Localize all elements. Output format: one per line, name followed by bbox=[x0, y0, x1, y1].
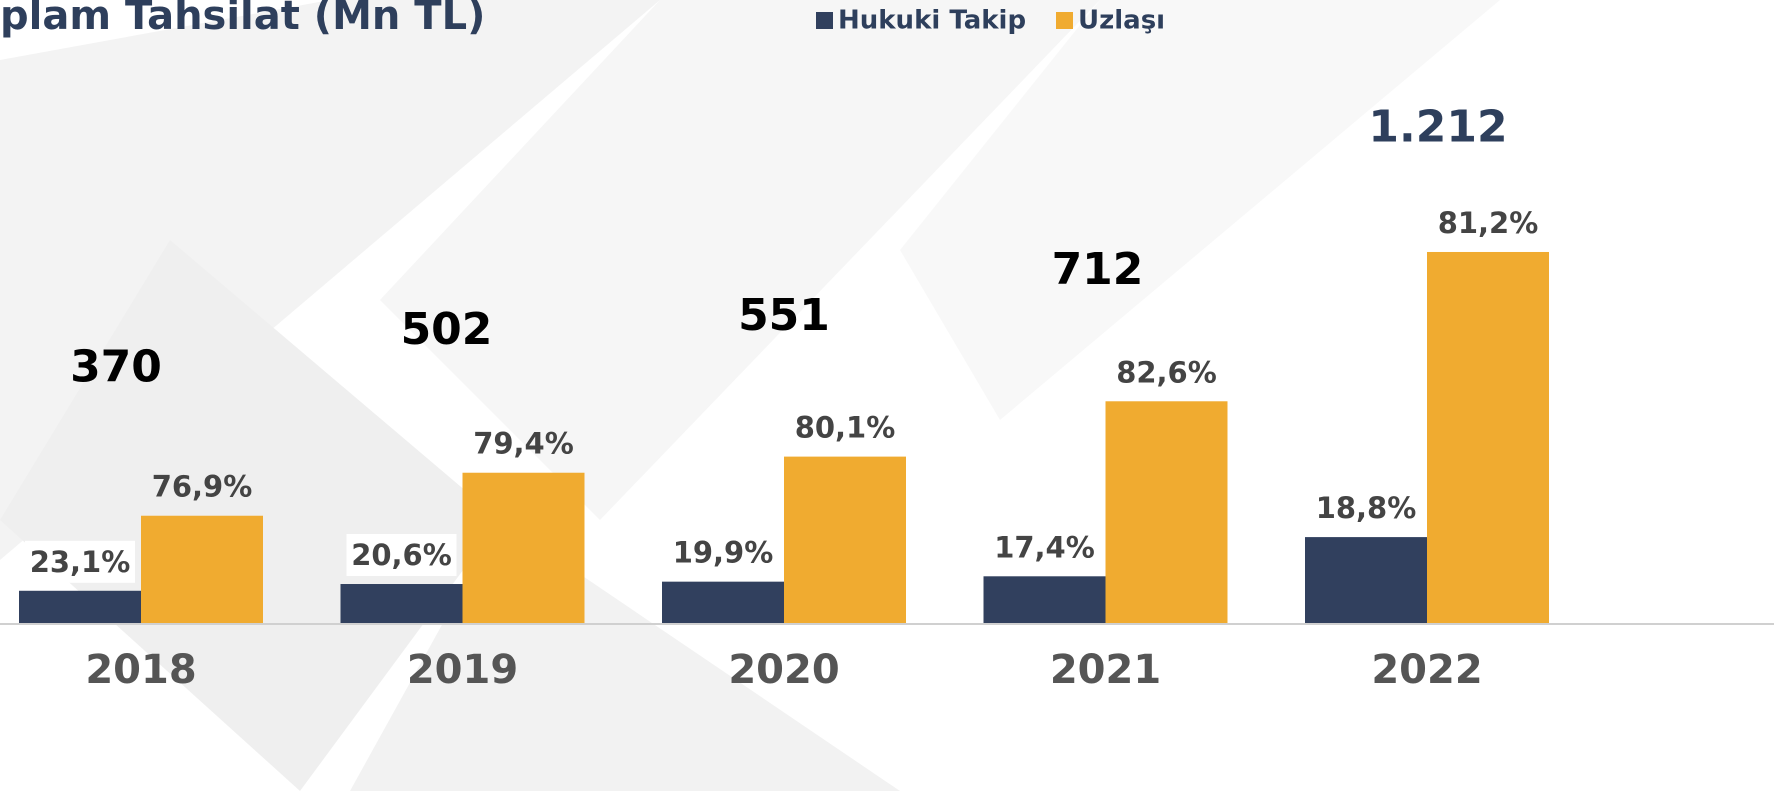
label-bg bbox=[25, 540, 135, 583]
x-tick-label: 2018 bbox=[85, 647, 196, 693]
label-bg bbox=[346, 534, 457, 577]
bar bbox=[19, 590, 141, 623]
label-bg bbox=[1311, 487, 1421, 530]
chart-title: plam Tahsilat (Mn TL) bbox=[0, 0, 485, 39]
label-bg bbox=[989, 526, 1100, 569]
legend-swatch bbox=[816, 12, 833, 29]
total-label: 502 bbox=[401, 304, 493, 355]
x-tick-label: 2022 bbox=[1371, 647, 1482, 693]
bar bbox=[1305, 537, 1427, 623]
background bbox=[0, 0, 900, 791]
bar bbox=[662, 581, 784, 623]
value-label: 76,9% bbox=[152, 470, 253, 504]
x-tick-label: 2019 bbox=[407, 647, 518, 693]
total-label: 551 bbox=[738, 290, 830, 341]
value-label: 23,1% bbox=[30, 545, 131, 579]
bar bbox=[462, 472, 585, 623]
value-label: 20,6% bbox=[351, 538, 452, 572]
value-label: 82,6% bbox=[1116, 355, 1217, 389]
total-label: 1.212 bbox=[1368, 102, 1507, 153]
label-bg bbox=[668, 531, 778, 574]
value-label: 19,9% bbox=[673, 536, 774, 570]
legend-swatch bbox=[1056, 12, 1073, 29]
bar bbox=[1427, 251, 1549, 623]
x-tick-label: 2020 bbox=[728, 647, 839, 693]
x-tick-label: 2021 bbox=[1050, 647, 1161, 693]
value-label: 79,4% bbox=[473, 427, 574, 461]
value-label: 80,1% bbox=[795, 411, 896, 445]
total-label: 712 bbox=[1052, 244, 1144, 295]
bar bbox=[141, 515, 263, 623]
legend-label: Uzlaşı bbox=[1078, 6, 1165, 36]
bar bbox=[983, 576, 1106, 623]
total-label: 370 bbox=[70, 342, 162, 393]
bar bbox=[1105, 401, 1228, 623]
value-label: 81,2% bbox=[1438, 206, 1539, 240]
bar bbox=[784, 456, 906, 623]
legend-label: Hukuki Takip bbox=[838, 6, 1026, 36]
value-label: 17,4% bbox=[994, 530, 1095, 564]
value-label: 18,8% bbox=[1316, 491, 1417, 525]
bar bbox=[340, 584, 463, 623]
